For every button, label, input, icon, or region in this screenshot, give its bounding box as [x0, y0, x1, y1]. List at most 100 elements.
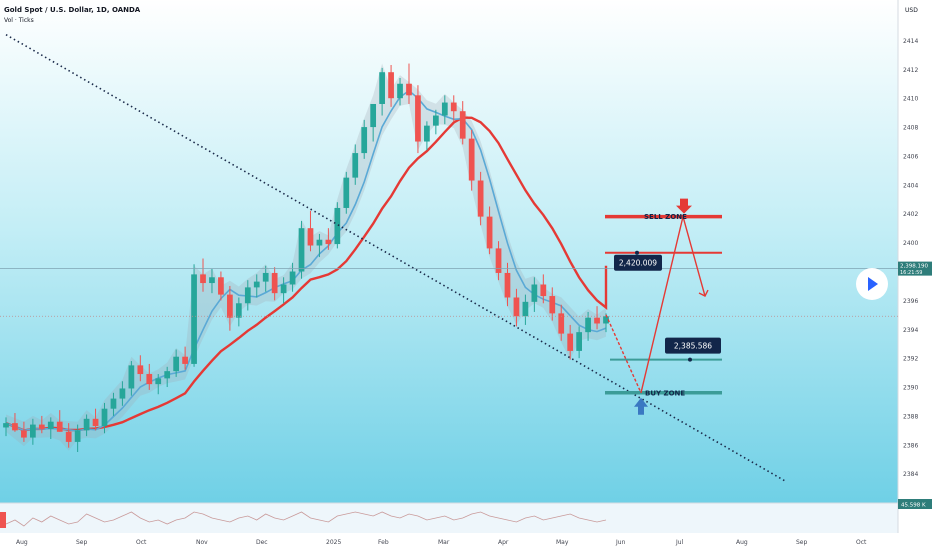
- candle-body[interactable]: [3, 423, 9, 428]
- anchor-dot: [635, 250, 639, 255]
- candle-body[interactable]: [316, 239, 323, 246]
- candle-body[interactable]: [227, 294, 233, 318]
- current-price-tag: [898, 261, 932, 276]
- candle-body[interactable]: [603, 316, 609, 324]
- candle-body[interactable]: [74, 430, 81, 442]
- candle-body[interactable]: [379, 72, 385, 104]
- candle-body[interactable]: [12, 423, 18, 431]
- symbol-title: Gold Spot / U.S. Dollar, 1D, OANDA: [4, 6, 141, 14]
- candle-body[interactable]: [567, 333, 574, 351]
- candle-body[interactable]: [119, 388, 126, 399]
- play-button[interactable]: [856, 268, 888, 300]
- volume-tag: [898, 499, 932, 509]
- candle-body[interactable]: [21, 430, 27, 438]
- candle-body[interactable]: [38, 424, 45, 429]
- projection-down-leg: [605, 314, 642, 394]
- price-callout[interactable]: [665, 337, 721, 354]
- y-tick-label: 2394: [903, 327, 918, 334]
- candle-body[interactable]: [289, 271, 296, 285]
- candle-body[interactable]: [244, 287, 251, 304]
- x-tick-label: Nov: [196, 539, 208, 546]
- candle-body[interactable]: [253, 281, 260, 288]
- x-tick-label: Jul: [675, 539, 684, 546]
- candle-body[interactable]: [182, 356, 188, 364]
- candle-body[interactable]: [486, 216, 493, 249]
- x-tick-label: Feb: [378, 539, 389, 546]
- candle-body[interactable]: [65, 431, 72, 442]
- candle-body[interactable]: [468, 138, 475, 181]
- candle-body[interactable]: [146, 374, 153, 385]
- candle-body[interactable]: [30, 424, 36, 438]
- time-axis-pane: [0, 533, 932, 550]
- candle-body[interactable]: [424, 125, 430, 142]
- sell-arrow-icon: [676, 198, 692, 214]
- candle-body[interactable]: [271, 272, 278, 294]
- candle-body[interactable]: [110, 398, 117, 409]
- candle-body[interactable]: [540, 284, 547, 297]
- candle-body[interactable]: [432, 115, 439, 126]
- candle-body[interactable]: [235, 303, 242, 318]
- candle-body[interactable]: [173, 356, 180, 372]
- candle-body[interactable]: [83, 418, 90, 431]
- candle-body[interactable]: [92, 418, 99, 427]
- candle-body[interactable]: [415, 95, 421, 142]
- candle-body[interactable]: [47, 421, 54, 429]
- zone-label: SELL ZONE: [644, 213, 687, 221]
- candle-body[interactable]: [209, 277, 215, 284]
- descending-trendline[interactable]: [5, 33, 786, 482]
- y-tick-label: 2384: [903, 471, 918, 478]
- candle-body[interactable]: [594, 317, 600, 324]
- candle-body[interactable]: [218, 277, 224, 295]
- candle-body[interactable]: [459, 111, 466, 139]
- y-tick-label: 2392: [903, 356, 918, 363]
- y-tick-label: 2388: [903, 413, 918, 420]
- current-price-text: 2,398.190: [900, 264, 928, 270]
- x-tick-label: Aug: [16, 539, 28, 546]
- candle-body[interactable]: [477, 180, 484, 217]
- candle-body[interactable]: [128, 365, 135, 389]
- candle-body[interactable]: [352, 153, 359, 178]
- y-tick-label: 2402: [903, 211, 918, 218]
- candle-body[interactable]: [585, 317, 591, 333]
- candle-body[interactable]: [262, 272, 269, 282]
- candle-body[interactable]: [397, 83, 403, 99]
- candle-body[interactable]: [388, 72, 394, 99]
- candle-body[interactable]: [495, 248, 502, 273]
- price-callout-text: 2,420.009: [619, 259, 657, 268]
- candle-body[interactable]: [549, 296, 556, 314]
- candle-body[interactable]: [531, 284, 538, 302]
- candle-body[interactable]: [155, 378, 162, 385]
- candle-body[interactable]: [450, 102, 457, 112]
- candle-body[interactable]: [101, 408, 108, 427]
- candle-body[interactable]: [280, 284, 287, 294]
- candle-body[interactable]: [361, 127, 368, 154]
- y-tick-label: 2390: [903, 385, 918, 392]
- candle-body[interactable]: [164, 371, 171, 379]
- candle-body[interactable]: [504, 272, 511, 298]
- candle-body[interactable]: [334, 207, 341, 245]
- price-callout[interactable]: [614, 254, 662, 271]
- candle-body[interactable]: [298, 228, 305, 272]
- x-tick-label: Jun: [615, 539, 626, 546]
- candle-body[interactable]: [576, 332, 582, 351]
- candle-body[interactable]: [325, 239, 332, 245]
- supertrend-cloud: [6, 63, 606, 451]
- candle-body[interactable]: [406, 83, 412, 96]
- candle-body[interactable]: [370, 103, 377, 128]
- candle-body[interactable]: [56, 421, 63, 432]
- candle-body[interactable]: [191, 274, 197, 364]
- candle-body[interactable]: [307, 228, 314, 246]
- candle-body[interactable]: [513, 297, 520, 317]
- candle-body[interactable]: [200, 274, 206, 284]
- x-tick-label: Mar: [438, 539, 450, 546]
- candle-body[interactable]: [558, 313, 565, 334]
- candle-body[interactable]: [343, 177, 350, 208]
- candle-body[interactable]: [441, 102, 448, 116]
- volume-bar: [0, 512, 6, 528]
- candle-body[interactable]: [137, 365, 144, 375]
- price-callout-text: 2,385.586: [674, 342, 712, 351]
- candle-body[interactable]: [522, 301, 529, 317]
- buy-arrow-icon: [634, 397, 648, 415]
- arrow-head-icon: [698, 289, 709, 297]
